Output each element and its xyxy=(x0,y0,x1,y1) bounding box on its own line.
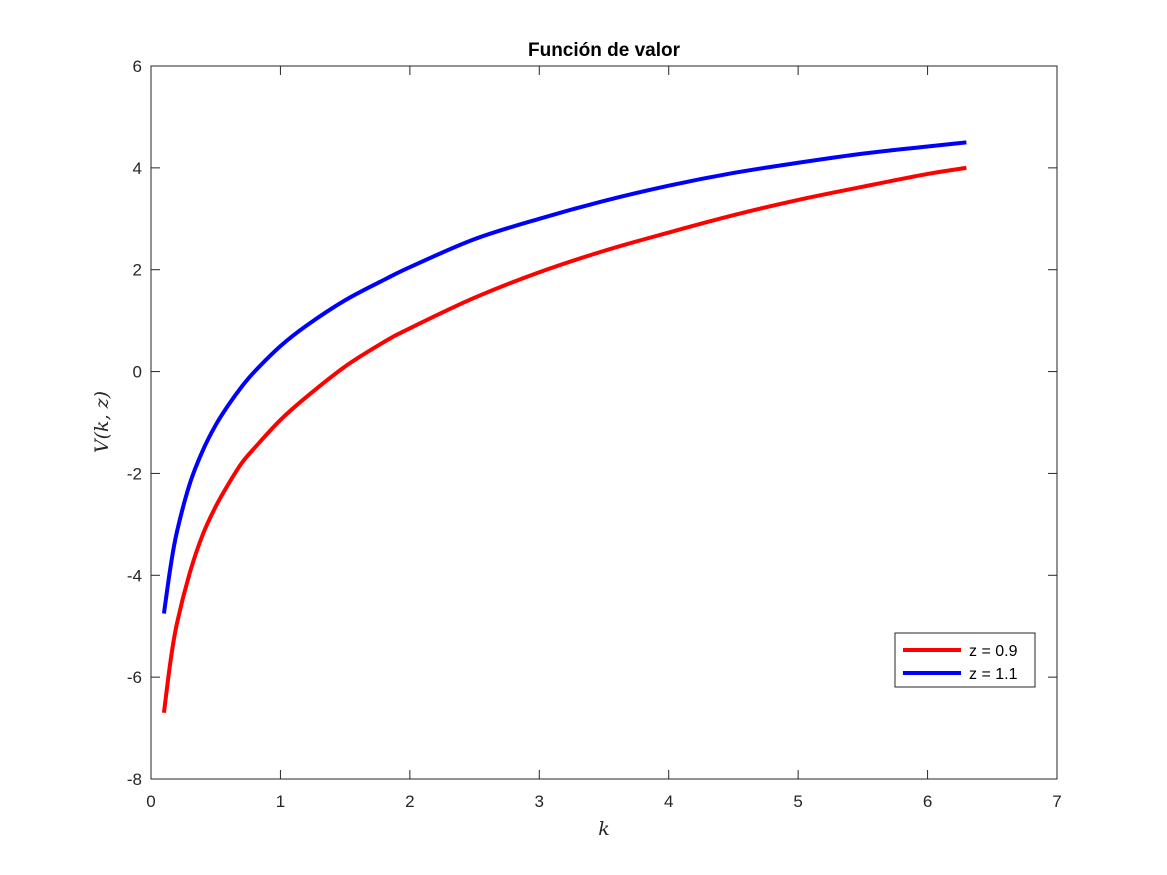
series-lines xyxy=(161,140,967,714)
x-tick-label: 4 xyxy=(664,792,673,811)
x-tick-label: 7 xyxy=(1052,792,1061,811)
x-tick-label: 1 xyxy=(276,792,285,811)
y-tick-label: 2 xyxy=(133,261,142,280)
series-line-1 xyxy=(161,165,967,714)
y-tick-label: 4 xyxy=(133,159,142,178)
chart-title: Función de valor xyxy=(528,40,681,61)
y-axis-label: V(k, z) xyxy=(91,391,113,453)
legend-label-series-2: z = 1.1 xyxy=(969,666,1018,683)
y-tick-label: -2 xyxy=(127,464,142,483)
ticks-layer: 0 1 2 3 4 5 6 7 -8 -6 -4 -2 0 2 4 6 xyxy=(127,57,1062,811)
x-tick-label: 0 xyxy=(146,792,155,811)
legend-label-series-1: z = 0.9 xyxy=(969,643,1018,660)
y-tick-label: 0 xyxy=(133,363,142,382)
y-tick-label: 6 xyxy=(133,57,142,76)
x-tick-label: 2 xyxy=(405,792,414,811)
y-tick-label: -8 xyxy=(127,770,142,789)
x-axis-label: k xyxy=(598,818,610,840)
series-line-2 xyxy=(161,140,967,614)
y-tick-label: -4 xyxy=(127,566,142,585)
legend: z = 0.9 z = 1.1 xyxy=(894,632,1036,688)
x-tick-label: 3 xyxy=(535,792,544,811)
y-tick-label: -6 xyxy=(127,668,142,687)
x-tick-label: 5 xyxy=(793,792,802,811)
legend-box xyxy=(894,632,1036,688)
x-tick-label: 6 xyxy=(923,792,932,811)
